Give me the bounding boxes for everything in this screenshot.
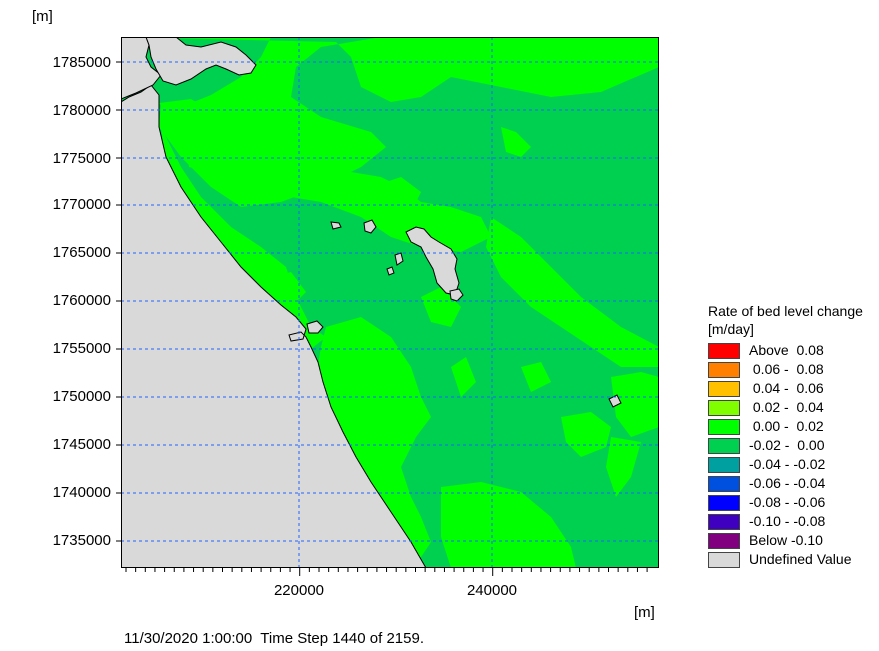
legend-label: -0.08 - -0.06 (749, 494, 826, 510)
y-tick-label: 1785000 (52, 54, 111, 71)
status-datetime: 11/30/2020 1:00:00 (124, 630, 253, 647)
legend-label: Undefined Value (749, 551, 852, 567)
legend-label: Above 0.08 (749, 342, 824, 358)
legend-item: Undefined Value (708, 551, 878, 570)
x-axis-unit: [m] (634, 604, 655, 621)
legend-item: 0.06 - 0.08 (708, 361, 878, 380)
legend-item: 0.04 - 0.06 (708, 380, 878, 399)
y-tick-label: 1760000 (52, 292, 111, 309)
y-axis-unit: [m] (32, 8, 53, 25)
grid-lines (121, 37, 659, 568)
y-tick-label: 1770000 (52, 196, 111, 213)
legend-swatch (708, 343, 740, 359)
x-tick-label: 240000 (466, 582, 518, 599)
y-tick-label: 1750000 (52, 388, 111, 405)
legend-swatch (708, 476, 740, 492)
y-tick-label: 1740000 (52, 484, 111, 501)
plot-frame (121, 37, 659, 568)
legend-item: Below -0.10 (708, 532, 878, 551)
bed-level-change-map[interactable] (121, 37, 659, 568)
legend-label: 0.06 - 0.08 (749, 361, 824, 377)
legend-swatch (708, 457, 740, 473)
legend-swatch (708, 552, 740, 568)
legend-label: 0.02 - 0.04 (749, 399, 824, 415)
legend-unit: [m/day] (708, 321, 754, 337)
time-step-status: 11/30/2020 1:00:00 Time Step 1440 of 215… (124, 630, 424, 647)
y-tick-label: 1735000 (52, 532, 111, 549)
legend-item: 0.00 - 0.02 (708, 418, 878, 437)
y-tick-label: 1780000 (52, 102, 111, 119)
legend-item: -0.06 - -0.04 (708, 475, 878, 494)
legend-swatch (708, 362, 740, 378)
legend-swatch (708, 533, 740, 549)
legend-label: -0.06 - -0.04 (749, 475, 826, 491)
y-tick-label: 1755000 (52, 340, 111, 357)
legend-label: 0.00 - 0.02 (749, 418, 824, 434)
legend-item: -0.10 - -0.08 (708, 513, 878, 532)
y-tick-label: 1775000 (52, 150, 111, 167)
legend-label: -0.02 - 0.00 (749, 437, 825, 453)
accretion-zones (121, 37, 659, 568)
map-canvas (121, 37, 659, 568)
y-tick-label: 1745000 (52, 436, 111, 453)
land-areas (121, 37, 622, 568)
legend-item: -0.08 - -0.06 (708, 494, 878, 513)
legend-title: Rate of bed level change (708, 303, 863, 319)
status-time-step: Time Step 1440 of 2159. (260, 630, 424, 647)
legend-item: -0.02 - 0.00 (708, 437, 878, 456)
legend-swatch (708, 495, 740, 511)
y-tick-label: 1765000 (52, 244, 111, 261)
legend-swatch (708, 381, 740, 397)
legend-label: -0.10 - -0.08 (749, 513, 826, 529)
legend-item: 0.02 - 0.04 (708, 399, 878, 418)
legend-item: -0.04 - -0.02 (708, 456, 878, 475)
legend-label: -0.04 - -0.02 (749, 456, 826, 472)
legend-label: 0.04 - 0.06 (749, 380, 824, 396)
legend-swatch (708, 438, 740, 454)
legend-swatch (708, 400, 740, 416)
legend-swatch (708, 514, 740, 530)
legend-item: Above 0.08 (708, 342, 878, 361)
legend-label: Below -0.10 (749, 532, 823, 548)
x-tick-label: 220000 (273, 582, 325, 599)
legend-swatch (708, 419, 740, 435)
